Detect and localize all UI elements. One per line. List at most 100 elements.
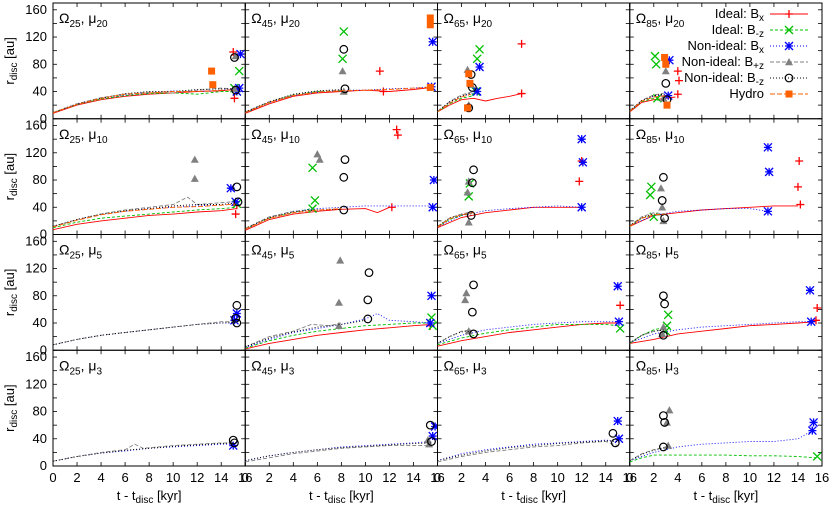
panel-title: Ω85, μ20 <box>636 10 685 30</box>
panel-data <box>437 134 588 229</box>
omega-value: 45 <box>262 135 274 146</box>
data-point <box>661 67 670 75</box>
panel-title: Ω45, μ10 <box>251 126 300 146</box>
data-point <box>235 49 245 59</box>
legend-sub: x <box>759 13 764 24</box>
omega-label: Ω <box>59 10 69 26</box>
series-line <box>629 447 666 461</box>
omega-label: Ω <box>251 357 261 373</box>
legend-marker <box>784 25 794 35</box>
y-label-unit: [au] <box>2 384 17 409</box>
mu-value: 10 <box>673 135 685 146</box>
mu-value: 3 <box>96 366 102 377</box>
y-tick-label: 0 <box>40 458 47 473</box>
x-tick-label: 10 <box>358 470 372 485</box>
y-label-sub: disc <box>9 178 20 196</box>
data-point <box>233 197 243 207</box>
legend-text: Ideal: B <box>712 22 756 37</box>
data-point <box>427 437 436 446</box>
x-tick-label: 2 <box>266 470 273 485</box>
data-point <box>796 200 805 209</box>
omega-label: Ω <box>59 242 69 258</box>
data-point <box>662 60 670 68</box>
series-line <box>437 93 522 113</box>
omega-value: 45 <box>262 251 274 262</box>
data-point <box>656 184 665 192</box>
data-point <box>661 78 671 88</box>
y-tick-label: 120 <box>25 29 47 44</box>
data-point <box>615 324 625 333</box>
data-point <box>230 53 239 62</box>
series-line <box>245 206 390 231</box>
omega-value: 85 <box>646 251 658 262</box>
x-tick-label: 0 <box>242 470 249 485</box>
data-point <box>660 418 669 427</box>
omega-value: 65 <box>454 19 466 30</box>
legend-sub: x <box>759 45 764 56</box>
separator: , μ <box>273 10 289 26</box>
data-point <box>338 54 348 64</box>
omega-label: Ω <box>251 10 261 26</box>
x-axis-label: t - tdisc [kyr] <box>117 488 182 506</box>
x-tick-label: 6 <box>506 470 513 485</box>
series-line <box>53 88 234 114</box>
omega-value: 65 <box>454 135 466 146</box>
separator: , μ <box>81 126 97 142</box>
data-point <box>363 314 373 324</box>
x-tick-label: 4 <box>97 470 104 485</box>
series-line <box>245 445 428 463</box>
data-point <box>795 156 804 165</box>
panel-title: Ω25, μ10 <box>59 126 108 146</box>
y-tick-label: 40 <box>33 199 47 214</box>
x-tick-label: 2 <box>458 470 465 485</box>
x-tick-label: 4 <box>290 470 297 485</box>
y-tick-label: 80 <box>33 56 47 71</box>
panel-data <box>245 125 438 231</box>
x-tick-label: 8 <box>338 470 345 485</box>
panel-title: Ω65, μ3 <box>444 357 487 377</box>
data-point <box>465 70 473 78</box>
series-line <box>245 89 342 113</box>
data-point <box>231 210 240 219</box>
omega-label: Ω <box>636 10 646 26</box>
series-line <box>437 91 474 112</box>
data-point <box>664 55 674 65</box>
panel-data <box>245 420 438 463</box>
data-point <box>375 67 384 76</box>
data-point <box>231 85 241 95</box>
data-point <box>464 327 473 335</box>
data-point <box>812 452 822 461</box>
separator: , μ <box>273 242 289 258</box>
data-point <box>469 280 478 290</box>
data-point <box>230 94 239 103</box>
omega-value: 85 <box>646 19 658 30</box>
mu-value: 20 <box>481 19 493 30</box>
data-point <box>339 172 349 182</box>
data-point <box>658 291 668 301</box>
data-point <box>660 299 669 309</box>
data-point <box>209 81 217 89</box>
panel-title: Ω45, μ5 <box>251 242 294 262</box>
x-label-sub: disc <box>136 495 154 506</box>
data-point <box>577 202 587 212</box>
legend-marker <box>785 90 793 98</box>
y-tick-label: 40 <box>33 431 47 446</box>
x-tick-label: 12 <box>767 470 781 485</box>
x-label-main: t - t <box>694 488 713 503</box>
series-line <box>629 426 813 462</box>
separator: , μ <box>657 357 673 373</box>
data-point <box>310 195 320 205</box>
y-axis-label: rdisc [au] <box>2 37 20 84</box>
omega-label: Ω <box>59 357 69 373</box>
y-tick-label: 40 <box>33 315 47 330</box>
data-point <box>464 104 472 112</box>
data-point <box>228 441 238 451</box>
legend-text: Non-ideal: B <box>684 70 756 85</box>
separator: , μ <box>465 126 481 142</box>
omega-label: Ω <box>251 126 261 142</box>
data-point <box>231 197 241 207</box>
data-point <box>234 66 244 76</box>
data-point <box>763 142 773 152</box>
data-point <box>425 420 435 430</box>
